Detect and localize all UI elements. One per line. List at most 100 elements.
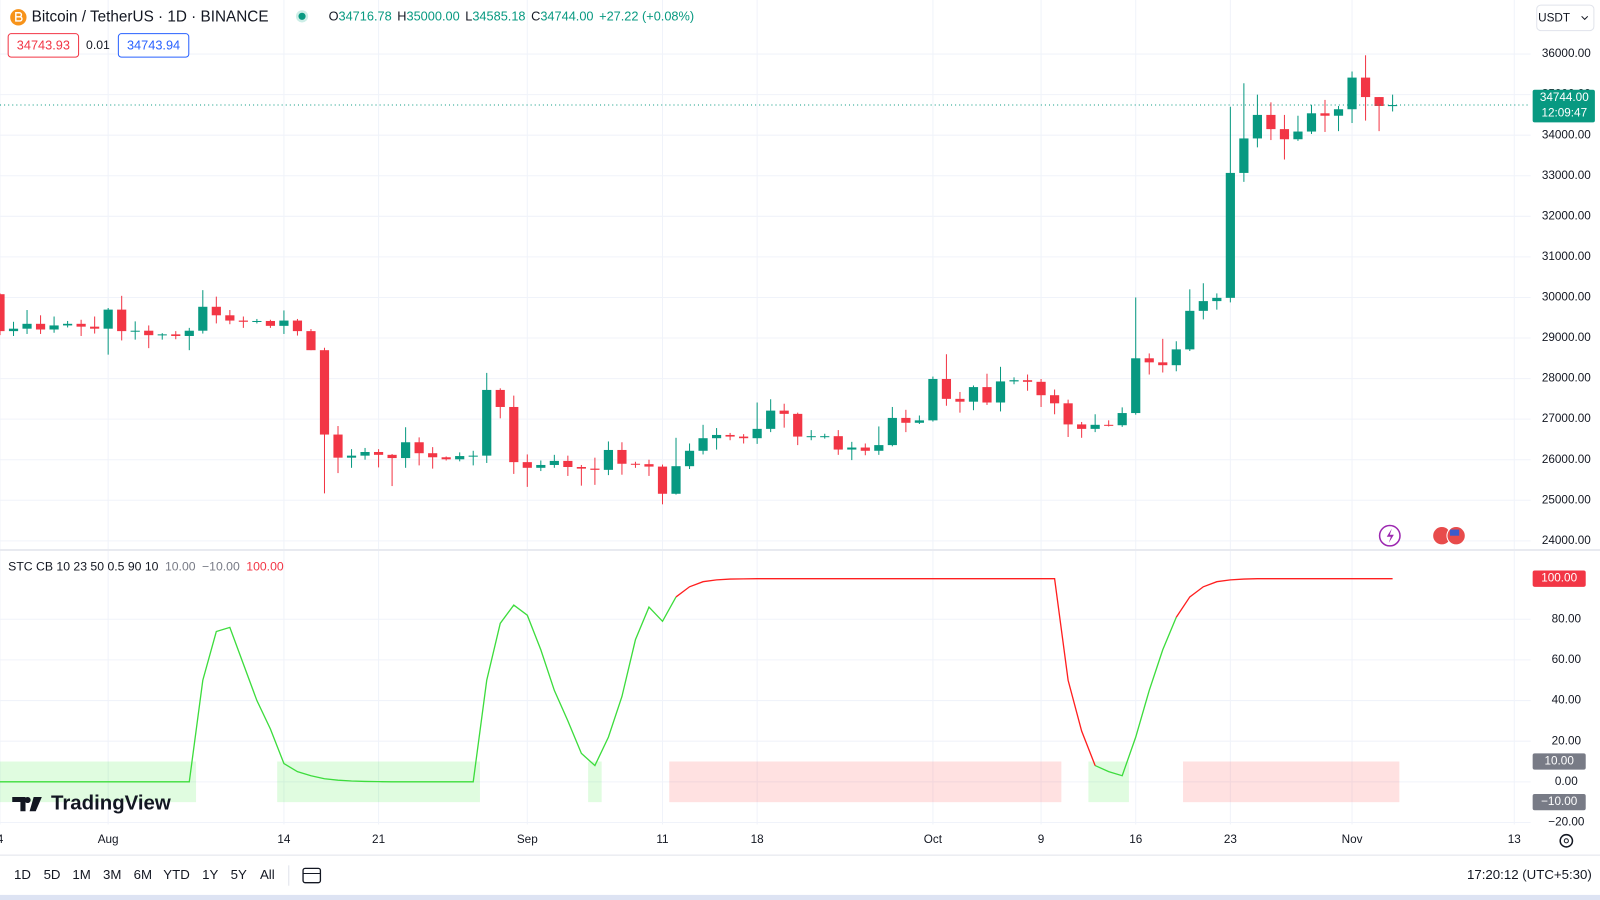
candle-body xyxy=(806,436,816,438)
candle-body xyxy=(455,456,465,460)
candle-body xyxy=(1225,172,1235,298)
band-box xyxy=(1532,753,1586,770)
candle-body xyxy=(779,410,789,414)
bid-price: 34743.93 xyxy=(17,37,70,52)
logo-text[interactable]: TradingView xyxy=(51,792,171,814)
candle-body xyxy=(1320,113,1330,116)
candle-body xyxy=(941,378,952,399)
candle-body xyxy=(1104,424,1114,426)
candle-body xyxy=(590,468,600,470)
candle-body xyxy=(1198,301,1208,311)
logo-icon xyxy=(12,796,42,812)
ohlc-key: O xyxy=(329,9,339,24)
candle-body xyxy=(441,457,451,460)
event-icon-glyph xyxy=(1386,528,1394,543)
last-price-box xyxy=(1532,89,1595,123)
x-tick-label: 14 xyxy=(277,833,291,846)
candle-body xyxy=(752,428,762,439)
x-tick-label: Sep xyxy=(517,833,538,846)
goto-date-icon[interactable] xyxy=(302,867,322,884)
candle-body xyxy=(549,460,559,465)
candle-body xyxy=(630,463,641,465)
currency-caret xyxy=(1581,15,1589,21)
ask-box[interactable] xyxy=(117,33,190,58)
range-button[interactable]: 3M xyxy=(103,867,121,882)
candle-body xyxy=(914,420,924,423)
candle-body xyxy=(1185,310,1195,350)
candle-body xyxy=(90,326,100,329)
candle-body xyxy=(1036,381,1046,396)
candle-body xyxy=(171,334,181,336)
candle-body xyxy=(1090,424,1100,429)
candle-body xyxy=(103,309,113,329)
y-tick-label: 30000.00 xyxy=(1542,291,1591,304)
candle-body xyxy=(1212,297,1222,302)
candle-body xyxy=(995,381,1006,403)
x-tick-label: Oct xyxy=(924,833,943,846)
candle-body xyxy=(617,449,627,464)
range-button[interactable]: 5D xyxy=(44,867,61,882)
candle-body xyxy=(874,445,884,451)
stc-line xyxy=(675,577,1393,766)
stc-last-value: 100.00 xyxy=(246,560,284,574)
range-button[interactable]: YTD xyxy=(163,867,190,882)
candle-body xyxy=(1131,358,1141,414)
candle-body xyxy=(847,447,857,450)
candle-body xyxy=(198,306,208,331)
candle-body xyxy=(860,447,870,451)
range-button[interactable]: 1D xyxy=(14,867,31,882)
range-button[interactable]: 5Y xyxy=(231,867,247,882)
settings-icon[interactable] xyxy=(1559,833,1574,848)
candle-body xyxy=(333,434,343,458)
candle-body xyxy=(1252,114,1262,139)
ohlc-value: 34744.00 xyxy=(540,9,593,24)
x-tick-label: 4 xyxy=(0,833,4,846)
x-tick-label: 18 xyxy=(751,833,765,846)
y-tick-label: 27000.00 xyxy=(1542,412,1591,425)
candle-body xyxy=(1293,131,1303,140)
candle-body xyxy=(644,464,654,467)
bid-box[interactable] xyxy=(7,33,80,58)
candle-body xyxy=(657,466,668,494)
range-button[interactable]: 6M xyxy=(134,867,152,882)
candle-body xyxy=(482,389,492,456)
ohlc-legend: O34716.78 H35000.00 L34585.18 C34744.00 … xyxy=(329,9,695,24)
y-tick-label: 33000.00 xyxy=(1542,169,1591,182)
stc-value-label: 100.00 xyxy=(1541,572,1577,585)
candle-body xyxy=(252,320,262,322)
candle-body xyxy=(833,436,843,450)
candle-body xyxy=(468,455,478,457)
candle-body xyxy=(1360,77,1371,98)
candle-body xyxy=(1158,362,1168,366)
currency-button[interactable] xyxy=(1536,4,1595,32)
candle-body xyxy=(1333,109,1344,116)
candle-body xyxy=(184,330,194,336)
candle-body xyxy=(1144,358,1154,363)
candle-body xyxy=(495,389,505,407)
y-tick-label: 29000.00 xyxy=(1542,331,1591,344)
x-tick-label: 11 xyxy=(656,833,668,846)
range-button[interactable]: All xyxy=(260,867,275,882)
x-tick-label: Nov xyxy=(1342,833,1363,846)
range-button[interactable]: 1M xyxy=(72,867,90,882)
candle-body xyxy=(238,320,248,322)
low-zone xyxy=(1088,761,1129,803)
y-tick-label: 25000.00 xyxy=(1542,493,1591,506)
candle-body xyxy=(1306,113,1317,132)
y-tick-label: −20.00 xyxy=(1548,816,1585,829)
candle-body xyxy=(563,460,573,468)
candle-body xyxy=(1347,77,1357,110)
y-tick-label: 32000.00 xyxy=(1542,209,1591,222)
candle-body xyxy=(292,320,303,332)
stc-legend: STC CB 10 23 50 0.5 90 10 10.00 −10.00 1… xyxy=(8,560,284,574)
symbol-title[interactable]: Bitcoin / TetherUS · 1D · BINANCE xyxy=(32,8,269,25)
range-button[interactable]: 1Y xyxy=(202,867,218,882)
candle-body xyxy=(265,320,275,326)
candle-body xyxy=(671,466,681,494)
candle-body xyxy=(711,434,722,439)
candle-body xyxy=(76,323,86,327)
clock[interactable]: 17:20:12 (UTC+5:30) xyxy=(1467,867,1592,882)
candle-body xyxy=(1050,395,1060,404)
candle-body xyxy=(522,462,532,468)
